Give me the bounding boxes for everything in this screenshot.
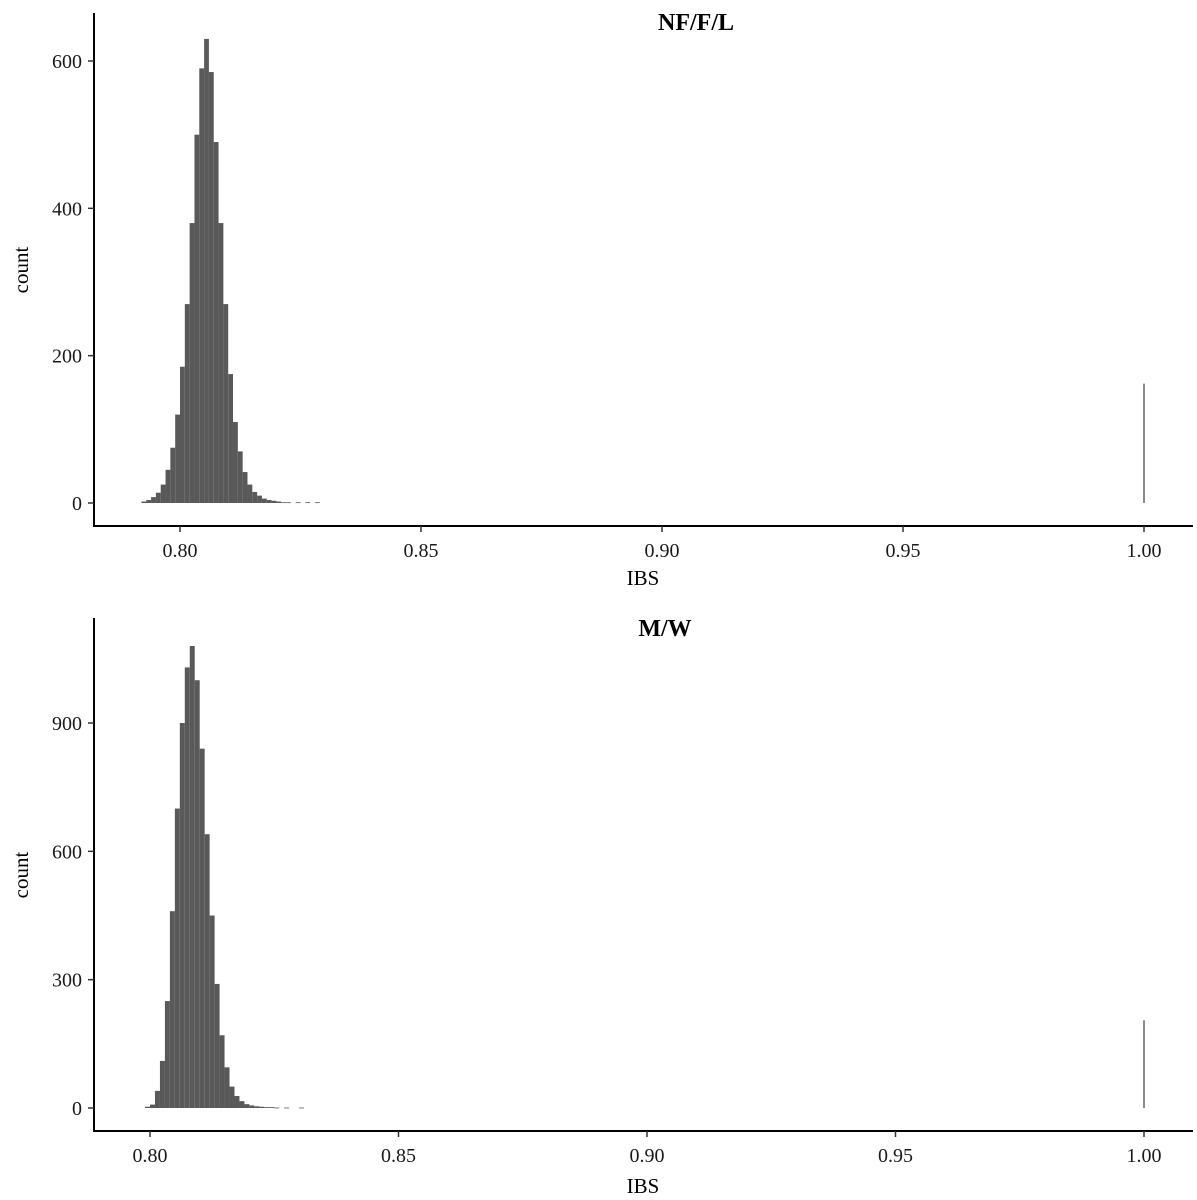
panel-title: NF/F/L	[658, 10, 734, 36]
histogram-bar	[155, 492, 161, 503]
histogram-bar	[169, 911, 175, 1108]
histogram-bar	[249, 1105, 255, 1108]
histogram-bar	[223, 304, 229, 503]
histogram-bar	[284, 1107, 290, 1109]
x-tick-label: 1.00	[1127, 540, 1162, 562]
histogram-bar	[254, 1106, 260, 1108]
histogram-bar	[184, 667, 190, 1108]
x-tick-label: 0.95	[878, 1145, 913, 1167]
panel-nf-f-l: NF/F/L 0 200 400 600 0.80 0.85 0.90 0.95 1.00 I…	[9, 10, 1193, 590]
histogram-bar	[214, 983, 220, 1108]
histogram-bar	[189, 646, 195, 1108]
x-tick-label: 0.80	[163, 540, 198, 562]
x-ticks: 0.80 0.85 0.90 0.95 1.00	[163, 526, 1162, 562]
histogram-bar	[208, 72, 214, 504]
y-tick-label: 200	[52, 346, 82, 368]
histogram-bar	[146, 500, 152, 503]
histogram-bar	[184, 304, 190, 503]
histogram-bar	[204, 38, 209, 504]
x-tick-label: 0.80	[133, 1145, 168, 1167]
x-axis-title: IBS	[627, 566, 660, 590]
y-axis-title: count	[9, 852, 33, 899]
histogram-bar	[174, 808, 180, 1108]
histogram-bar	[194, 680, 200, 1108]
histogram-bar	[239, 1101, 245, 1108]
y-tick-label: 900	[52, 713, 82, 735]
histogram-bar	[234, 1096, 240, 1108]
histogram-bar	[269, 1107, 275, 1108]
histogram-bar	[209, 915, 215, 1108]
histogram-bar	[213, 142, 219, 503]
histogram-bar	[1143, 1020, 1145, 1108]
x-ticks: 0.80 0.85 0.90 0.95 1.00	[133, 1131, 1162, 1167]
histogram-bar	[160, 484, 166, 503]
histogram-bar	[180, 366, 185, 503]
histogram-bar	[1143, 383, 1145, 503]
histogram-bar	[305, 502, 311, 504]
histogram-bar	[314, 502, 320, 504]
histogram-bar	[276, 501, 282, 503]
x-tick-label: 0.85	[381, 1145, 416, 1167]
histogram-bar	[164, 1001, 170, 1108]
histogram-bar	[175, 414, 180, 503]
histogram-bar	[159, 1060, 165, 1108]
x-tick-label: 0.90	[645, 540, 680, 562]
histogram-bar	[170, 447, 176, 503]
histogram-bar	[242, 472, 248, 503]
histogram-bar	[151, 497, 156, 503]
x-tick-label: 0.90	[630, 1145, 665, 1167]
x-axis-title: IBS	[627, 1174, 660, 1198]
histogram-bar	[145, 1106, 150, 1108]
histogram-bar	[264, 1107, 270, 1108]
histogram-bar	[204, 834, 210, 1108]
histogram-bar	[257, 495, 262, 503]
bars-group	[145, 646, 1145, 1109]
histogram-bar	[224, 1067, 230, 1108]
histogram-bar	[233, 421, 238, 503]
panel-title: M/W	[638, 616, 691, 642]
histogram-bar	[218, 223, 224, 503]
histogram-bar	[165, 469, 171, 503]
histogram-bar	[295, 502, 301, 504]
histogram-bar	[229, 1086, 235, 1108]
histogram-bar	[252, 491, 258, 503]
histogram-bar	[247, 484, 253, 503]
histogram-bar	[194, 134, 200, 504]
histogram-bar	[281, 502, 287, 504]
y-tick-label: 0	[72, 493, 82, 515]
y-tick-label: 600	[52, 841, 82, 863]
y-tick-label: 400	[52, 198, 82, 220]
histogram-bar	[244, 1104, 250, 1108]
histogram-bar	[189, 223, 195, 503]
y-ticks: 0 300 600 900	[52, 713, 94, 1120]
histogram-bar	[199, 68, 205, 504]
histogram-bar	[219, 1035, 225, 1108]
y-axis-title: count	[9, 247, 33, 294]
histogram-bar	[154, 1090, 160, 1108]
histogram-bar	[266, 500, 272, 503]
histogram-bar	[179, 723, 185, 1108]
histogram-bar	[259, 1106, 265, 1108]
histogram-bar	[237, 451, 243, 503]
y-tick-label: 300	[52, 970, 82, 992]
histogram-bar	[286, 502, 291, 504]
histogram-bar	[271, 500, 277, 503]
y-tick-label: 600	[52, 51, 82, 73]
y-ticks: 0 200 400 600	[52, 51, 94, 515]
x-tick-label: 0.85	[404, 540, 439, 562]
x-tick-label: 1.00	[1127, 1145, 1162, 1167]
histogram-bar	[228, 374, 234, 503]
histogram-bar	[299, 1107, 305, 1109]
histogram-bar	[141, 501, 147, 503]
histogram-bar	[150, 1104, 155, 1108]
y-tick-label: 0	[72, 1098, 82, 1120]
x-tick-label: 0.95	[886, 540, 921, 562]
bars-group	[141, 38, 1145, 504]
histogram-bar	[274, 1107, 280, 1109]
histogram-bar	[199, 748, 205, 1108]
histogram-bar	[261, 498, 267, 503]
